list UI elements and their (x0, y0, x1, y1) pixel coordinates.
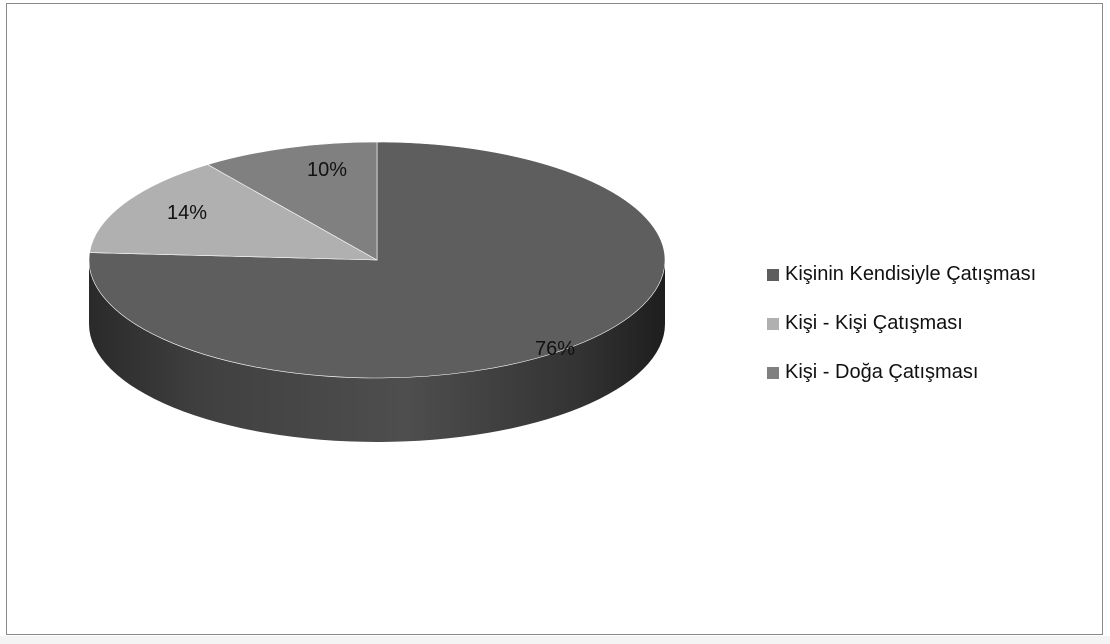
data-label-3: 10% (307, 159, 347, 181)
legend-label: Kişinin Kendisiyle Çatışması (785, 263, 1037, 285)
data-label-2: 14% (167, 202, 207, 224)
legend-swatch (767, 317, 779, 330)
legend-item-kisi-kisi: Kişi - Kişi Çatışması (767, 310, 1036, 337)
pie-slice-2 (89, 164, 378, 261)
data-label-layer: 76% 14% 10% (167, 159, 575, 360)
page-bottom-edge (0, 636, 1110, 644)
legend-swatch (767, 268, 779, 281)
pie-slice-3 (206, 141, 378, 261)
legend: Kişinin Kendisiyle Çatışması Kişi - Kişi… (767, 261, 1036, 408)
pie-chart: 76% 14% 10% (88, 141, 666, 442)
legend-item-kisinin-kendisiyle: Kişinin Kendisiyle Çatışması (767, 261, 1036, 288)
legend-item-kisi-doga: Kişi - Doğa Çatışması (767, 359, 1036, 386)
legend-label: Kişi - Kişi Çatışması (785, 312, 963, 334)
chart-frame: 76% 14% 10% Kişinin Kendisiyle Çatışması K… (6, 3, 1103, 635)
data-label-1: 76% (535, 338, 575, 360)
legend-label: Kişi - Doğa Çatışması (785, 361, 979, 383)
legend-swatch (767, 366, 779, 379)
pie-side-wall (89, 260, 665, 442)
pie-layer (88, 141, 666, 442)
